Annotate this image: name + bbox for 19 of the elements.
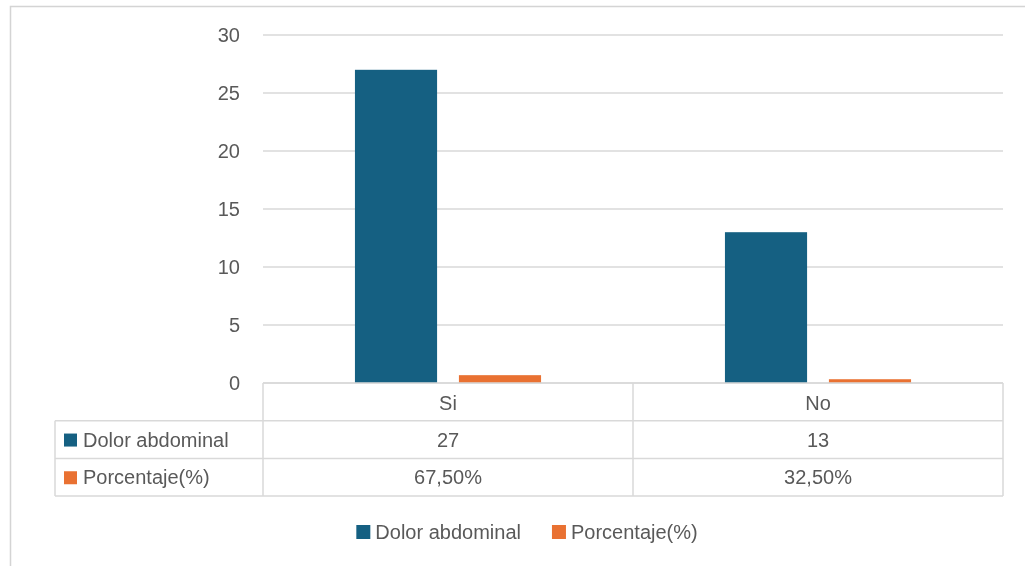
bar [724, 232, 808, 383]
y-tick-label: 15 [217, 198, 240, 220]
data-label: 13 [806, 428, 830, 451]
x-tick-label: No [805, 391, 831, 414]
legend-label: Porcentaje(%) [570, 521, 698, 543]
x-tick-label: Si [439, 391, 457, 414]
y-tick-label: 30 [217, 24, 240, 46]
data-label: 67,50% [414, 466, 483, 489]
y-tick-label: 0 [228, 372, 240, 394]
text: Porcentaje(%) [83, 466, 210, 489]
text: Dolor abdominal [375, 521, 521, 543]
bar [354, 69, 438, 383]
y-tick-label: 20 [217, 140, 240, 162]
y-tick-label: 25 [217, 82, 240, 104]
data-label: 27 [436, 428, 460, 451]
data-label: 32,50% [784, 466, 853, 489]
y-tick-label: 10 [217, 256, 240, 278]
legend-label: Dolor abdominal [83, 428, 229, 451]
y-tick-label: 5 [228, 314, 240, 336]
